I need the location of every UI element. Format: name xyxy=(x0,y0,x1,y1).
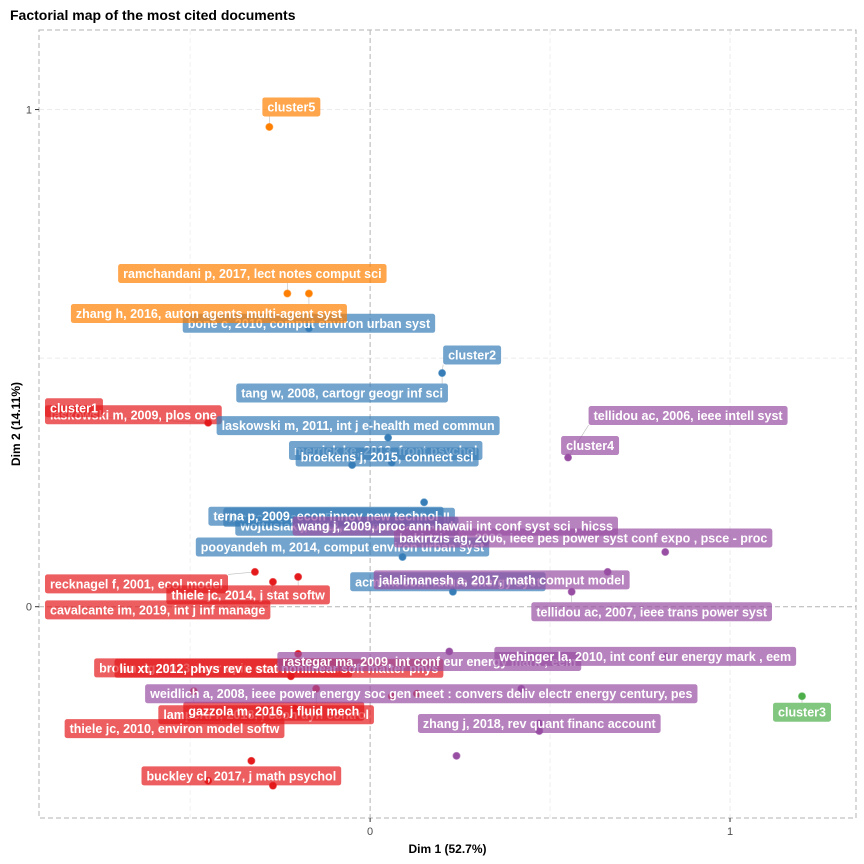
cluster2-cluster-label-box xyxy=(443,345,502,365)
leader-line xyxy=(227,571,255,575)
cluster4-point xyxy=(452,751,461,760)
cluster4-doc-label-box xyxy=(494,646,797,666)
cluster4-doc-label-box xyxy=(588,406,788,426)
cluster4-cluster-label-box xyxy=(561,436,620,456)
cluster4-doc-label: jalalimanesh a, 2017, math comput model xyxy=(378,573,625,587)
cluster2-doc-label: laskowski m, 2011, int j e-health med co… xyxy=(222,419,495,433)
cluster4-point xyxy=(567,587,576,596)
cluster5-doc-label-box xyxy=(118,263,387,283)
cluster1-doc-label: thiele jc, 2014, j stat softw xyxy=(171,588,325,602)
cluster4-doc-label: weidlich a, 2008, ieee power energy soc … xyxy=(149,687,692,701)
cluster1-cluster-label-box xyxy=(45,398,103,418)
cluster1-point xyxy=(268,577,277,586)
tick-layer: 0 1 0 1 xyxy=(26,105,733,838)
cluster2-cluster-label: cluster2 xyxy=(448,349,496,363)
cluster3-cluster-label: cluster3 xyxy=(778,706,826,720)
x-tick-label: 0 xyxy=(367,826,373,838)
y-tick-label: 1 xyxy=(26,105,32,117)
cluster2-point xyxy=(384,433,393,442)
cluster4-doc-label: tellidou ac, 2007, ieee trans power syst xyxy=(536,605,767,619)
cluster4-doc-label: wehinger la, 2010, int conf eur energy m… xyxy=(498,650,791,664)
cluster2-doc-label: tang w, 2008, cartogr geogr inf sci xyxy=(241,387,443,401)
cluster2-point xyxy=(420,498,429,507)
cluster5-cluster-label: cluster5 xyxy=(267,100,315,114)
cluster1-doc-label: thiele jc, 2010, environ model softw xyxy=(70,722,280,736)
cluster5-point xyxy=(283,289,292,298)
y-axis-title: Dim 2 (14.11%) xyxy=(9,382,23,466)
cluster4-doc-label-box xyxy=(145,684,698,704)
x-tick-label: 1 xyxy=(727,826,733,838)
cluster1-doc-label-box xyxy=(166,585,330,605)
cluster1-doc-label: buckley cl, 2017, j math psychol xyxy=(147,769,337,783)
cluster1-doc-label-box xyxy=(64,719,285,739)
cluster5-point xyxy=(304,289,313,298)
cluster5-doc-label: ramchandani p, 2017, lect notes comput s… xyxy=(123,267,381,281)
cluster1-doc-label: cavalcante im, 2019, int j inf manage xyxy=(50,603,265,617)
cluster3-point xyxy=(798,692,807,701)
cluster4-point xyxy=(564,453,573,462)
cluster4-doc-label-box xyxy=(531,602,773,622)
cluster1-doc-label-box xyxy=(141,766,342,786)
cluster5-point xyxy=(265,122,274,131)
cluster5-cluster-label-box xyxy=(262,97,321,117)
cluster4-point xyxy=(661,548,670,557)
panel-border xyxy=(38,29,857,819)
cluster2-point xyxy=(438,369,447,378)
cluster1-doc-label: gazzola m, 2016, j fluid mech xyxy=(188,705,359,719)
cluster4-doc-label-box xyxy=(292,516,618,536)
cluster1-doc-label-box xyxy=(183,701,365,721)
cluster5-doc-label: zhang h, 2016, auton agents multi-agent … xyxy=(76,307,343,321)
y-tick-label: 0 xyxy=(26,602,32,614)
cluster1-doc-label-box xyxy=(45,600,271,620)
cluster1-point xyxy=(294,572,303,581)
x-axis-title: Dim 1 (52.7%) xyxy=(408,842,486,856)
cluster1-point xyxy=(247,756,256,765)
cluster4-doc-label: zhang j, 2018, rev quant financ account xyxy=(423,717,657,731)
cluster2-doc-label-box xyxy=(236,383,448,403)
cluster2-doc-label: broekens j, 2015, connect sci xyxy=(301,451,474,465)
cluster1-point xyxy=(250,567,259,576)
cluster4-doc-label-box xyxy=(373,570,630,590)
cluster3-cluster-label-box xyxy=(773,702,831,722)
chart-title: Factorial map of the most cited document… xyxy=(10,7,296,23)
cluster2-doc-label-box xyxy=(295,447,479,467)
cluster1-cluster-label: cluster1 xyxy=(50,401,98,415)
cluster5-doc-label-box xyxy=(70,303,347,323)
cluster2-doc-label-box xyxy=(216,416,500,436)
cluster4-doc-label: wang j, 2009, proc ann hawaii int conf s… xyxy=(297,520,613,534)
cluster4-doc-label-box xyxy=(417,714,661,734)
cluster4-cluster-label: cluster4 xyxy=(566,439,614,453)
cluster4-doc-label: tellidou ac, 2006, ieee intell syst xyxy=(594,409,784,423)
